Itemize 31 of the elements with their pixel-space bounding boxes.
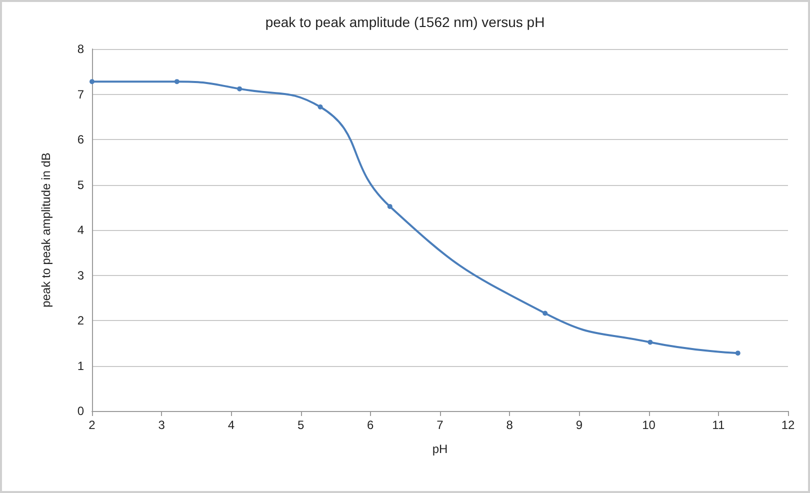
y-tick-label: 0 (77, 404, 84, 418)
x-tick-label: 2 (88, 418, 96, 432)
x-tick-label: 8 (506, 418, 514, 432)
x-tick-label: 10 (642, 418, 656, 432)
point (237, 86, 242, 92)
x-tick-label: 5 (297, 418, 304, 432)
chart-title: peak to peak amplitude (1562 nm) versus pH (265, 14, 545, 30)
y-tick-label: 6 (77, 132, 84, 146)
x-tick-label: 7 (436, 418, 444, 432)
x-tick-label: 6 (367, 418, 374, 432)
y-tick-label: 4 (77, 223, 84, 237)
x-axis-title: pH (432, 442, 448, 456)
y-tick-label: 5 (77, 178, 84, 192)
point (318, 104, 323, 110)
point (735, 350, 740, 356)
y-axis-title: peak to peak amplitude in dB (39, 152, 53, 308)
point (648, 340, 653, 345)
x-tick-label: 12 (781, 418, 795, 432)
x-tick-label: 4 (228, 418, 235, 432)
x-tick-label: 9 (576, 418, 583, 432)
y-tick-label: 2 (77, 314, 84, 328)
point (542, 310, 548, 316)
y-tick-label: 3 (77, 268, 84, 282)
y-tick-label: 1 (77, 358, 84, 373)
x-tick-label: 11 (712, 418, 725, 432)
x-tick-label: 3 (158, 418, 166, 432)
y-tick-label: 7 (77, 87, 84, 102)
point (174, 79, 180, 84)
point (387, 204, 392, 209)
y-tick-label: 8 (77, 42, 84, 56)
point (90, 79, 94, 84)
